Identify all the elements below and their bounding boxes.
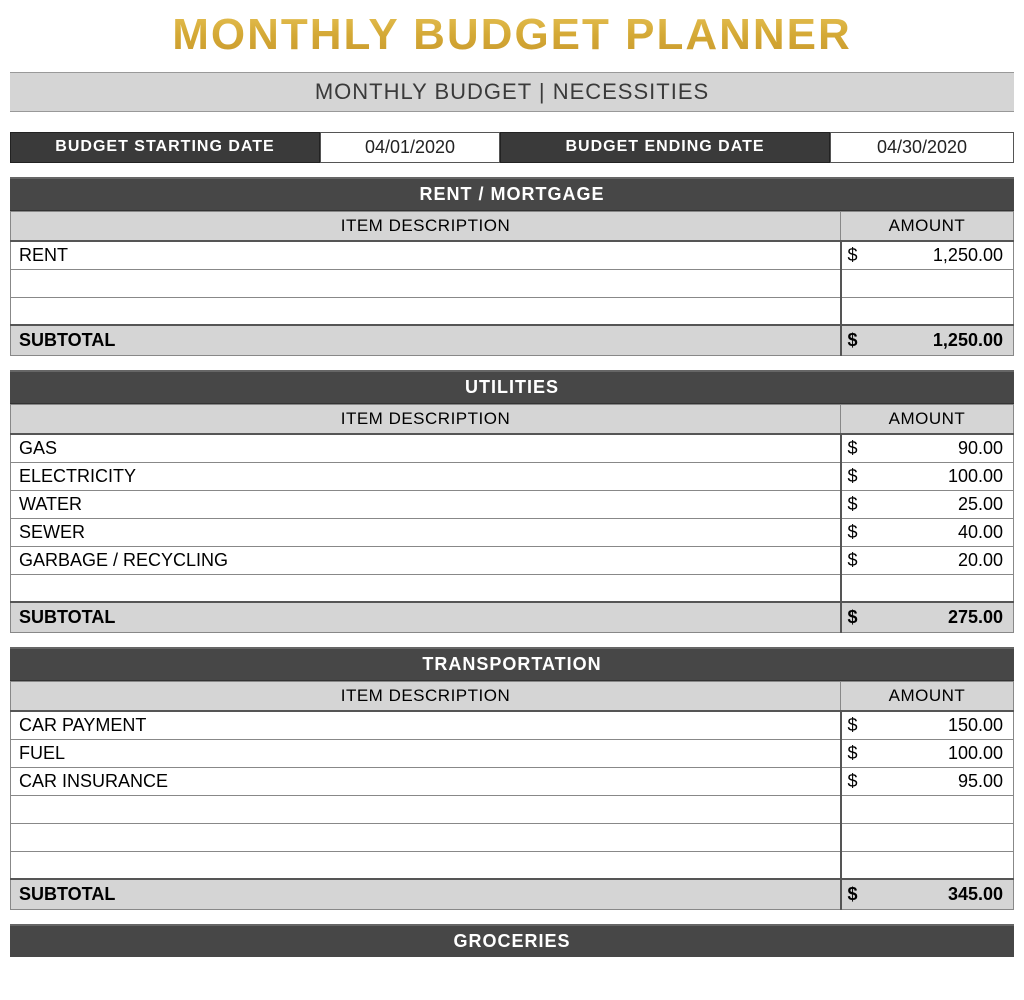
amount-cell[interactable]: 95.00	[869, 767, 1014, 795]
subtotal-currency: $	[841, 879, 869, 910]
subtotal-currency: $	[841, 602, 869, 633]
item-description-cell[interactable]: GAS	[11, 434, 841, 462]
amount-cell[interactable]	[869, 297, 1014, 325]
currency-cell: $	[841, 546, 869, 574]
item-description-cell[interactable]: CAR INSURANCE	[11, 767, 841, 795]
column-header-amount: AMOUNT	[841, 212, 1014, 242]
table-row	[11, 574, 1014, 602]
item-description-cell[interactable]	[11, 851, 841, 879]
amount-cell[interactable]: 20.00	[869, 546, 1014, 574]
item-description-cell[interactable]: ELECTRICITY	[11, 462, 841, 490]
amount-cell[interactable]: 100.00	[869, 739, 1014, 767]
currency-cell	[841, 574, 869, 602]
item-description-cell[interactable]	[11, 795, 841, 823]
column-header-row: ITEM DESCRIPTIONAMOUNT	[11, 682, 1014, 712]
item-description-cell[interactable]	[11, 823, 841, 851]
item-description-cell[interactable]: GARBAGE / RECYCLING	[11, 546, 841, 574]
currency-cell: $	[841, 739, 869, 767]
budget-table: ITEM DESCRIPTIONAMOUNTGAS$90.00ELECTRICI…	[10, 404, 1014, 633]
table-row	[11, 851, 1014, 879]
section-title: GROCERIES	[10, 924, 1014, 957]
amount-cell[interactable]	[869, 851, 1014, 879]
item-description-cell[interactable]: RENT	[11, 241, 841, 269]
table-row	[11, 297, 1014, 325]
table-row	[11, 823, 1014, 851]
amount-cell[interactable]: 90.00	[869, 434, 1014, 462]
subtotal-row: SUBTOTAL$345.00	[11, 879, 1014, 910]
amount-cell[interactable]: 100.00	[869, 462, 1014, 490]
table-row: WATER$25.00	[11, 490, 1014, 518]
section-title: UTILITIES	[10, 370, 1014, 404]
currency-cell: $	[841, 767, 869, 795]
item-description-cell[interactable]	[11, 574, 841, 602]
amount-cell[interactable]: 150.00	[869, 711, 1014, 739]
item-description-cell[interactable]: SEWER	[11, 518, 841, 546]
budget-table: ITEM DESCRIPTIONAMOUNTRENT$1,250.00SUBTO…	[10, 211, 1014, 356]
column-header-amount: AMOUNT	[841, 405, 1014, 435]
item-description-cell[interactable]: WATER	[11, 490, 841, 518]
table-row	[11, 269, 1014, 297]
table-row: ELECTRICITY$100.00	[11, 462, 1014, 490]
budget-table: ITEM DESCRIPTIONAMOUNTCAR PAYMENT$150.00…	[10, 681, 1014, 910]
budget-section: RENT / MORTGAGEITEM DESCRIPTIONAMOUNTREN…	[10, 177, 1014, 356]
amount-cell[interactable]: 1,250.00	[869, 241, 1014, 269]
subtotal-label: SUBTOTAL	[11, 602, 841, 633]
item-description-cell[interactable]	[11, 269, 841, 297]
item-description-cell[interactable]: CAR PAYMENT	[11, 711, 841, 739]
column-header-amount: AMOUNT	[841, 682, 1014, 712]
currency-cell	[841, 823, 869, 851]
start-date-value[interactable]: 04/01/2020	[320, 132, 500, 163]
section-title: RENT / MORTGAGE	[10, 177, 1014, 211]
subtotal-amount: 275.00	[869, 602, 1014, 633]
column-header-row: ITEM DESCRIPTIONAMOUNT	[11, 405, 1014, 435]
item-description-cell[interactable]: FUEL	[11, 739, 841, 767]
currency-cell: $	[841, 711, 869, 739]
currency-cell: $	[841, 462, 869, 490]
date-row: BUDGET STARTING DATE 04/01/2020 BUDGET E…	[10, 132, 1014, 163]
subtotal-label: SUBTOTAL	[11, 325, 841, 356]
table-row: CAR INSURANCE$95.00	[11, 767, 1014, 795]
currency-cell	[841, 297, 869, 325]
end-date-value[interactable]: 04/30/2020	[830, 132, 1014, 163]
subtotal-amount: 1,250.00	[869, 325, 1014, 356]
amount-cell[interactable]	[869, 269, 1014, 297]
budget-section: GROCERIES	[10, 924, 1014, 957]
subtotal-row: SUBTOTAL$275.00	[11, 602, 1014, 633]
currency-cell: $	[841, 241, 869, 269]
end-date-label: BUDGET ENDING DATE	[500, 132, 830, 163]
subtotal-row: SUBTOTAL$1,250.00	[11, 325, 1014, 356]
currency-cell: $	[841, 434, 869, 462]
amount-cell[interactable]	[869, 795, 1014, 823]
subtotal-label: SUBTOTAL	[11, 879, 841, 910]
budget-section: UTILITIESITEM DESCRIPTIONAMOUNTGAS$90.00…	[10, 370, 1014, 633]
column-header-desc: ITEM DESCRIPTION	[11, 682, 841, 712]
budget-section: TRANSPORTATIONITEM DESCRIPTIONAMOUNTCAR …	[10, 647, 1014, 910]
amount-cell[interactable]: 25.00	[869, 490, 1014, 518]
subtotal-amount: 345.00	[869, 879, 1014, 910]
amount-cell[interactable]	[869, 823, 1014, 851]
page-title: MONTHLY BUDGET PLANNER	[10, 10, 1014, 60]
currency-cell	[841, 851, 869, 879]
amount-cell[interactable]: 40.00	[869, 518, 1014, 546]
table-row: RENT$1,250.00	[11, 241, 1014, 269]
column-header-desc: ITEM DESCRIPTION	[11, 212, 841, 242]
table-row	[11, 795, 1014, 823]
currency-cell	[841, 269, 869, 297]
subtitle-bar: MONTHLY BUDGET | NECESSITIES	[10, 72, 1014, 112]
table-row: SEWER$40.00	[11, 518, 1014, 546]
subtotal-currency: $	[841, 325, 869, 356]
table-row: GAS$90.00	[11, 434, 1014, 462]
column-header-row: ITEM DESCRIPTIONAMOUNT	[11, 212, 1014, 242]
table-row: GARBAGE / RECYCLING$20.00	[11, 546, 1014, 574]
currency-cell: $	[841, 518, 869, 546]
currency-cell	[841, 795, 869, 823]
amount-cell[interactable]	[869, 574, 1014, 602]
start-date-label: BUDGET STARTING DATE	[10, 132, 320, 163]
currency-cell: $	[841, 490, 869, 518]
table-row: FUEL$100.00	[11, 739, 1014, 767]
table-row: CAR PAYMENT$150.00	[11, 711, 1014, 739]
item-description-cell[interactable]	[11, 297, 841, 325]
section-title: TRANSPORTATION	[10, 647, 1014, 681]
column-header-desc: ITEM DESCRIPTION	[11, 405, 841, 435]
